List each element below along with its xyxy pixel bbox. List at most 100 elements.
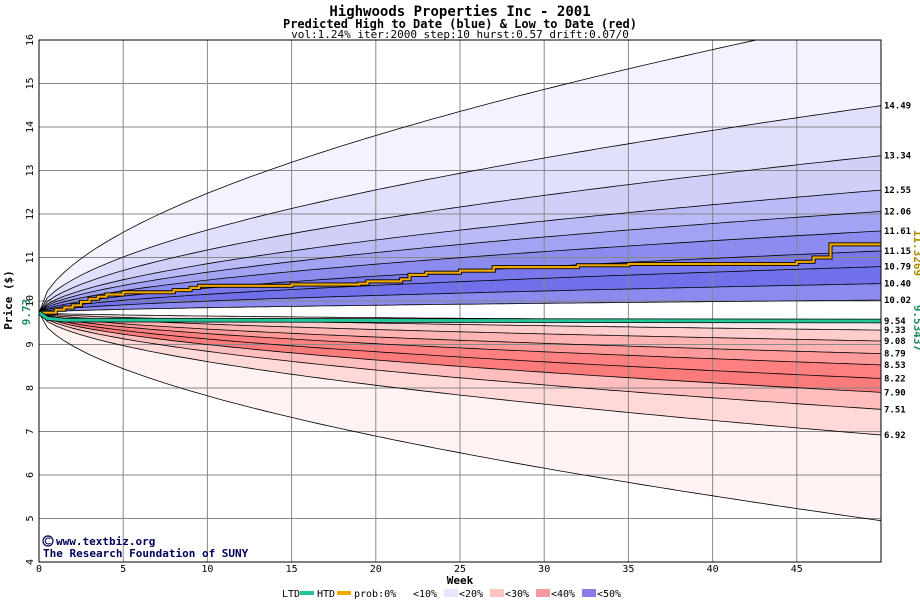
y-axis-ticks: 4 5 6 7 8 9 10 11 12 13 14 15 16 (25, 34, 36, 565)
x-tick-label-4: 20 (370, 564, 382, 575)
legend-htd-swatch (337, 591, 351, 595)
chart-title: Highwoods Properties Inc - 2001 (329, 4, 590, 20)
high-band-6 (39, 251, 881, 313)
y-tick-label-4: 8 (25, 385, 36, 391)
low-quantile-curve-5 (39, 312, 881, 379)
credit-site: www.textbiz.org (56, 535, 155, 548)
plot-frame (38, 39, 882, 563)
x-tick-label-2: 10 (201, 564, 213, 575)
legend-bin-swatch-1 (444, 589, 458, 597)
start-price-label: 9.73 (20, 299, 33, 326)
band-value-label-10: 9.33 (884, 326, 906, 336)
low-quantile-curve-7 (39, 312, 881, 410)
legend-bin-swatch-0 (398, 589, 412, 597)
x-tick-label-0: 0 (36, 564, 42, 575)
x-tick-label-8: 40 (707, 564, 719, 575)
credit-org: The Research Foundation of SUNY (43, 547, 249, 560)
y-tick-label-5: 9 (25, 341, 36, 347)
band-value-label-5: 11.15 (884, 247, 911, 257)
legend-ltd-label: LTD (282, 589, 300, 600)
legend-bin-0: <10% (413, 589, 437, 600)
chart-params: vol:1.24% iter:2000 step:10 hurst:0.57 d… (291, 28, 629, 41)
low-quantile-curve-4 (39, 312, 881, 366)
quantile-curves (39, 40, 881, 522)
y-tick-label-0: 4 (25, 559, 36, 565)
x-axis-label: Week (447, 574, 474, 587)
low-band-5 (39, 312, 881, 393)
legend-bin-4: <50% (597, 589, 621, 600)
band-value-label-15: 7.90 (884, 388, 906, 398)
legend-prob-label: prob:0% (354, 589, 396, 600)
x-axis-ticks: 0 5 10 15 20 25 30 35 40 45 (36, 564, 803, 575)
high-quantile-curve-7 (39, 266, 881, 314)
htd-final-label: 11.3269 (911, 230, 920, 276)
x-tick-label-5: 25 (454, 564, 466, 575)
low-quantile-curve-3 (39, 312, 881, 354)
high-band-1 (39, 105, 881, 313)
low-band-7 (39, 312, 881, 435)
high-band-5 (39, 231, 881, 313)
band-value-label-3: 12.06 (884, 207, 911, 217)
y-tick-label-12: 16 (25, 34, 36, 46)
band-value-label-1: 13.34 (884, 152, 912, 162)
legend-bin-1: <20% (459, 589, 483, 600)
legend-bin-2: <30% (505, 589, 529, 600)
y-tick-label-2: 6 (25, 472, 36, 478)
legend-bin-swatch-3 (536, 589, 550, 597)
x-tick-label-3: 15 (286, 564, 298, 575)
legend-bin-swatch-2 (490, 589, 504, 597)
legend: LTD HTD prob:0% <10% <20% <30% <40% <50% (282, 589, 621, 600)
ltd-line (39, 311, 881, 323)
x-tick-label-6: 30 (538, 564, 550, 575)
low-quantile-curve-6 (39, 312, 881, 393)
band-value-label-11: 9.08 (884, 337, 906, 347)
legend-ltd-swatch (300, 591, 314, 595)
band-value-label-17: 6.92 (884, 431, 906, 441)
y-tick-label-9: 13 (25, 164, 36, 176)
low-band-4 (39, 312, 881, 379)
high-quantile-curve-9 (39, 299, 881, 314)
high-band-2 (39, 155, 881, 313)
low-band-3 (39, 312, 881, 365)
band-value-label-12: 8.79 (884, 350, 906, 360)
band-value-label-8: 10.02 (884, 296, 911, 306)
y-tick-label-3: 7 (25, 428, 36, 434)
high-band-0 (39, 40, 881, 313)
x-tick-label-7: 35 (622, 564, 634, 575)
y-tick-label-1: 5 (25, 515, 36, 521)
high-quantile-curve-3 (39, 189, 881, 313)
band-value-label-14: 8.22 (884, 374, 906, 384)
low-quantile-curve-2 (39, 312, 881, 342)
y-tick-label-11: 15 (25, 77, 36, 89)
band-value-label-13: 8.53 (884, 361, 906, 371)
low-band-6 (39, 312, 881, 410)
x-tick-label-9: 45 (791, 564, 803, 575)
high-quantile-curve-2 (39, 155, 881, 313)
htd-line (39, 243, 881, 314)
legend-bin-3: <40% (551, 589, 575, 600)
x-tick-label-1: 5 (120, 564, 126, 575)
high-quantile-curve-0 (39, 40, 759, 313)
series-lines (39, 242, 881, 324)
copyright-icon (42, 535, 54, 547)
y-axis-label: Price ($) (2, 270, 15, 330)
band-value-label-6: 10.79 (884, 263, 911, 273)
low-quantile-curve-9 (39, 312, 881, 522)
high-quantile-curve-5 (39, 230, 881, 314)
y-tick-label-10: 14 (25, 121, 36, 133)
band-value-label-2: 12.55 (884, 186, 911, 196)
y-tick-label-6: 10 (25, 295, 36, 307)
legend-bin-swatch-4 (582, 589, 596, 597)
band-value-labels: 14.49 13.34 12.55 12.06 11.61 11.15 10.79 10.40… (884, 102, 912, 441)
chart-subtitle: Predicted High to Date (blue) & Low to D… (283, 17, 637, 31)
ltd-final-label: 9.53437 (911, 305, 920, 351)
high-quantile-curve-1 (39, 105, 881, 313)
band-value-label-0: 14.49 (884, 102, 911, 112)
band-value-label-9: 9.54 (884, 317, 906, 327)
high-quantile-curve-4 (39, 211, 881, 314)
band-value-label-7: 10.40 (884, 280, 911, 290)
band-value-label-16: 7.51 (884, 405, 906, 415)
band-value-label-4: 11.61 (884, 227, 911, 237)
high-band-4 (39, 211, 881, 313)
